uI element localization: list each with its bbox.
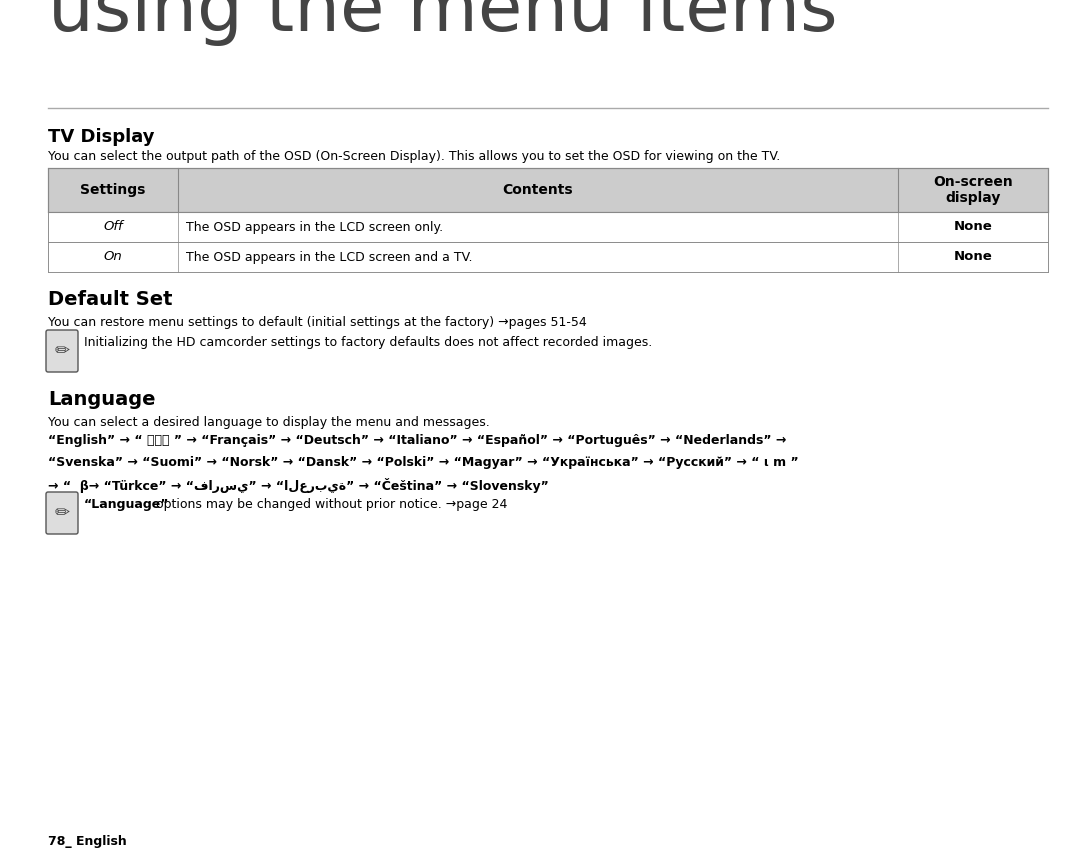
Text: Initializing the HD camcorder settings to factory defaults does not affect recor: Initializing the HD camcorder settings t… bbox=[84, 336, 652, 349]
Text: You can select the output path of the OSD (On-Screen Display). This allows you t: You can select the output path of the OS… bbox=[48, 150, 780, 163]
Text: TV Display: TV Display bbox=[48, 128, 154, 146]
FancyBboxPatch shape bbox=[46, 492, 78, 534]
Text: None: None bbox=[954, 250, 993, 263]
FancyBboxPatch shape bbox=[48, 168, 1048, 212]
Text: ✏: ✏ bbox=[54, 342, 69, 360]
Text: The OSD appears in the LCD screen and a TV.: The OSD appears in the LCD screen and a … bbox=[186, 250, 473, 263]
Text: Settings: Settings bbox=[80, 183, 146, 197]
Text: You can restore menu settings to default (initial settings at the factory) →page: You can restore menu settings to default… bbox=[48, 316, 586, 329]
Text: “English” → “ 한국어 ” → “Français” → “Deutsch” → “Italiano” → “Español” → “Portugu: “English” → “ 한국어 ” → “Français” → “Deut… bbox=[48, 434, 786, 447]
Text: Off: Off bbox=[104, 221, 123, 234]
Text: using the menu items: using the menu items bbox=[48, 0, 838, 46]
Text: On: On bbox=[104, 250, 122, 263]
Text: “Language”: “Language” bbox=[84, 498, 170, 511]
Text: options may be changed without prior notice. →page 24: options may be changed without prior not… bbox=[152, 498, 508, 511]
Text: “Svenska” → “Suomi” → “Norsk” → “Dansk” → “Polski” → “Magyar” → “Українська” → “: “Svenska” → “Suomi” → “Norsk” → “Dansk” … bbox=[48, 456, 798, 469]
Text: On-screen
display: On-screen display bbox=[933, 175, 1013, 205]
Text: 78_ English: 78_ English bbox=[48, 835, 126, 848]
Text: You can select a desired language to display the menu and messages.: You can select a desired language to dis… bbox=[48, 416, 489, 429]
Text: ✏: ✏ bbox=[54, 504, 69, 522]
Text: Language: Language bbox=[48, 390, 156, 409]
FancyBboxPatch shape bbox=[48, 242, 1048, 272]
FancyBboxPatch shape bbox=[48, 212, 1048, 242]
Text: The OSD appears in the LCD screen only.: The OSD appears in the LCD screen only. bbox=[186, 221, 443, 234]
Text: Default Set: Default Set bbox=[48, 290, 173, 309]
Text: None: None bbox=[954, 221, 993, 234]
Text: → “  β→ “Türkce” → “فارسي” → “العربية” → “Čeština” → “Slovensky”: → “ β→ “Türkce” → “فارسي” → “العربية” → … bbox=[48, 478, 549, 493]
Text: Contents: Contents bbox=[502, 183, 573, 197]
FancyBboxPatch shape bbox=[46, 330, 78, 372]
